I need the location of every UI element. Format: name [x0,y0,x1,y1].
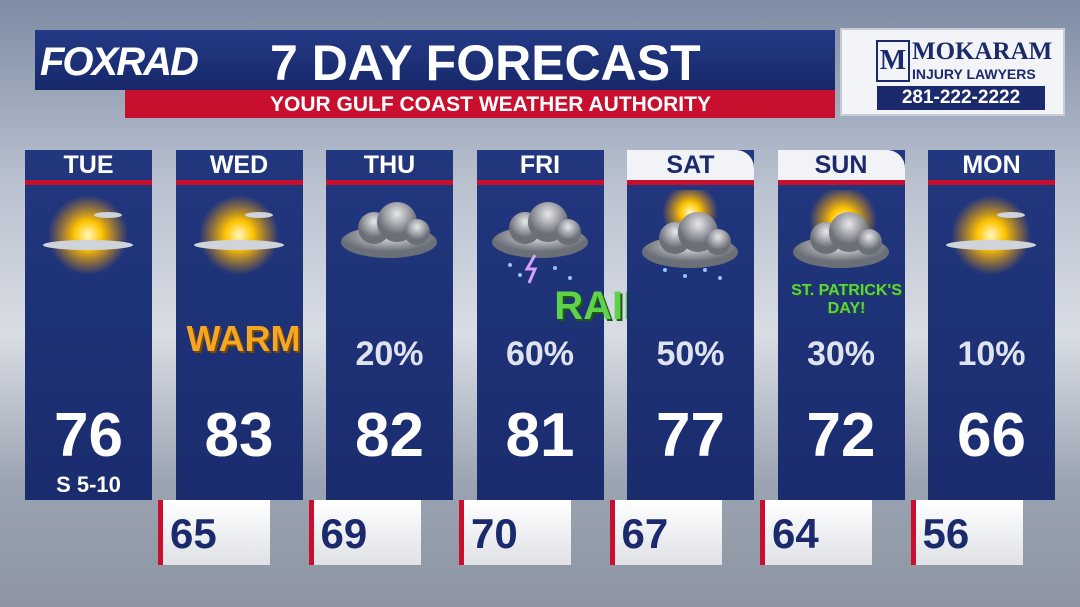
day-note: WARM [186,318,301,359]
rain-chance: 10% [957,335,1026,373]
red-divider [627,180,754,185]
subtitle-bar [125,90,835,118]
low-box [459,500,571,565]
title-bar [35,30,835,90]
sponsor-tagline: INJURY LAWYERS [912,66,1036,82]
low-box [760,500,872,565]
day-name: SAT [627,150,754,180]
weather-icon [193,195,284,275]
rain-chance: 60% [505,335,575,373]
high-temp: 77 [656,401,725,470]
red-divider [175,180,303,185]
rain-chance: 20% [355,335,424,373]
high-temp: 82 [355,401,424,470]
high-temp: 66 [957,401,1026,470]
low-temp: 67 [621,510,669,557]
weather-icon [946,195,1036,275]
red-divider [777,180,905,185]
day-name: WED [209,151,269,179]
day-name: FRI [519,151,561,179]
red-divider [476,180,604,185]
low-box [158,500,270,565]
low-temp: 65 [170,510,217,557]
red-divider [928,180,1055,185]
low-temp: 56 [922,510,970,557]
low-temp: 64 [772,510,819,557]
rain-chance: 30% [806,335,876,373]
weather-icon [490,190,590,290]
logo: FOXRAD [40,40,199,84]
low-temp: 70 [471,510,518,557]
day-name: TUE [63,151,114,179]
day-name: THU [363,151,416,179]
sponsor-logo: M [876,40,910,82]
title: 7 DAY FORECAST [270,35,701,91]
high-temp: 76 [54,401,123,470]
sponsor-phone: 281-222-2222 [877,86,1045,110]
red-divider [326,180,453,185]
weather-icon [640,190,740,290]
high-temp: 81 [505,401,575,470]
weather-icon [43,195,133,275]
rain-chance: 50% [656,335,725,373]
low-temp: 69 [320,510,368,557]
subtitle: YOUR GULF COAST WEATHER AUTHORITY [270,93,711,116]
sponsor-name: MOKARAM [912,38,1053,65]
weather-icon [791,190,891,290]
day-name: SUN [777,150,905,180]
day-note: ST. PATRICK'S DAY! [791,282,902,317]
wind: S 5-10 [56,472,121,497]
weather-icon [341,202,437,258]
red-divider [25,180,152,185]
high-temp: 72 [806,401,876,470]
high-temp: 83 [204,401,274,470]
low-box [308,500,421,565]
day-name: MON [962,151,1021,179]
low-box [910,500,1023,565]
low-box [609,500,722,565]
